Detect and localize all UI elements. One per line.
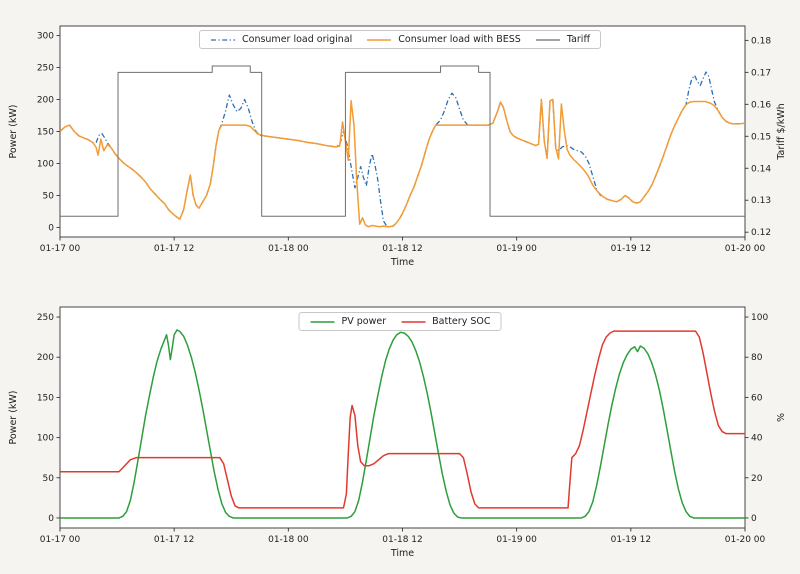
chart-consumer-load-tariff: 0 50 100 150 200 250 300 0.12 0.13 0.14 0.15 0.16 0.… — [8, 25, 787, 268]
y-tick-label-left: 0 — [48, 223, 54, 233]
legend-item-tariff: Tariff — [535, 34, 590, 45]
legend-item-consumer-load-with-bess: Consumer load with BESS — [366, 34, 521, 45]
y-tick-label-left: 200 — [37, 353, 54, 363]
y-tick-label-right: 0.18 — [751, 36, 771, 46]
legend-line-sample-battery-soc — [401, 320, 426, 323]
x-tick-label: 01-19 12 — [611, 244, 651, 254]
y-tick-label-left: 200 — [37, 96, 54, 106]
x-tick-label: 01-17 00 — [40, 535, 81, 545]
legend-consumer-load-and-tariff: Consumer load original Consumer load with… — [199, 30, 601, 49]
x-tick-label: 01-17 00 — [40, 244, 81, 254]
x-tick-label: 01-18 12 — [382, 244, 422, 254]
legend-line-sample-consumer-load-with-bess — [367, 38, 392, 41]
y-tick-label-right: 40 — [751, 434, 763, 444]
x-tick-label: 01-17 12 — [154, 535, 194, 545]
legend-line-sample-consumer-load-original — [211, 38, 235, 41]
y-tick-label-left: 100 — [37, 159, 54, 169]
x-tick-label: 01-20 00 — [725, 535, 766, 545]
y-tick-label-left: 250 — [37, 64, 54, 74]
x-tick-label: 01-19 00 — [496, 244, 537, 254]
y-tick-label-right: 100 — [751, 313, 768, 323]
chart-svg-pv-power-and-battery-soc: 0 50 100 150 200 250 0 20 40 60 80 100 01-17 00 01-17… — [8, 306, 787, 559]
y-tick-label-left: 100 — [37, 434, 54, 444]
x-tick-label: 01-17 12 — [154, 244, 194, 254]
legend-label-pv-power: PV power — [341, 316, 387, 327]
y-tick-label-right: 0.13 — [751, 196, 771, 206]
x-tick-label: 01-18 12 — [382, 535, 422, 545]
y-tick-label-left: 50 — [43, 191, 55, 201]
y-tick-label-right: 60 — [751, 393, 763, 403]
y-tick-label-left: 300 — [37, 32, 54, 42]
y-tick-label-left: 150 — [37, 128, 54, 138]
y-tick-label-right: 0.14 — [751, 164, 771, 174]
legend-label-consumer-load-original: Consumer load original — [242, 34, 353, 45]
x-tick-label: 01-19 00 — [496, 535, 537, 545]
series-pv-power — [60, 329, 745, 519]
y-tick-label-left: 250 — [37, 313, 54, 323]
series-consumer-load-with-bess — [59, 98, 746, 228]
legend-item-pv-power: PV power — [310, 316, 387, 327]
y-tick-label-left: 150 — [37, 393, 54, 403]
y-tick-label-right: 0.16 — [751, 100, 771, 110]
legend-label-tariff: Tariff — [566, 34, 590, 45]
legend-label-battery-soc: Battery SOC — [432, 316, 491, 327]
y-tick-label-right: 20 — [751, 474, 763, 484]
x-tick-label: 01-18 00 — [268, 535, 309, 545]
legend-item-battery-soc: Battery SOC — [400, 316, 490, 327]
y-tick-label-right: 0.17 — [751, 68, 771, 78]
chart-svg-consumer-load-and-tariff: 0 50 100 150 200 250 300 0.12 0.13 0.14 0.15 0.16 0.… — [8, 25, 787, 268]
chart-pv-power-battery-soc: 0 50 100 150 200 250 0 20 40 60 80 100 01-17 00 01-17… — [0, 287, 800, 574]
series-tariff — [60, 65, 745, 217]
y-tick-label-left: 50 — [43, 474, 55, 484]
x-tick-label: 01-20 00 — [725, 244, 766, 254]
y-tick-label-right: 0.12 — [751, 228, 771, 238]
legend-line-sample-pv-power — [310, 320, 335, 323]
y-axis-label-left: Power (kW) — [8, 104, 19, 158]
x-axis-label: Time — [390, 257, 414, 268]
y-tick-label-right: 80 — [751, 353, 763, 363]
y-axis-label-left: Power (kW) — [8, 390, 19, 444]
series-battery-soc — [60, 330, 745, 509]
y-tick-label-right: 0 — [751, 514, 757, 524]
legend-label-consumer-load-with-bess: Consumer load with BESS — [398, 34, 521, 45]
legend-line-sample-tariff — [535, 38, 560, 41]
legend-pv-power-and-battery-soc: PV power Battery SOC — [298, 312, 502, 331]
plot-area — [59, 25, 746, 238]
x-axis-label: Time — [390, 548, 414, 559]
y-axis-label-right: % — [776, 413, 787, 422]
y-axis-label-right: Tariff $/kWh — [776, 103, 787, 160]
plot-area — [59, 306, 746, 529]
legend-item-consumer-load-original: Consumer load original — [210, 34, 352, 45]
y-tick-label-right: 0.15 — [751, 132, 771, 142]
x-tick-label: 01-18 00 — [268, 244, 309, 254]
y-tick-label-left: 0 — [48, 514, 54, 524]
x-tick-label: 01-19 12 — [611, 535, 651, 545]
